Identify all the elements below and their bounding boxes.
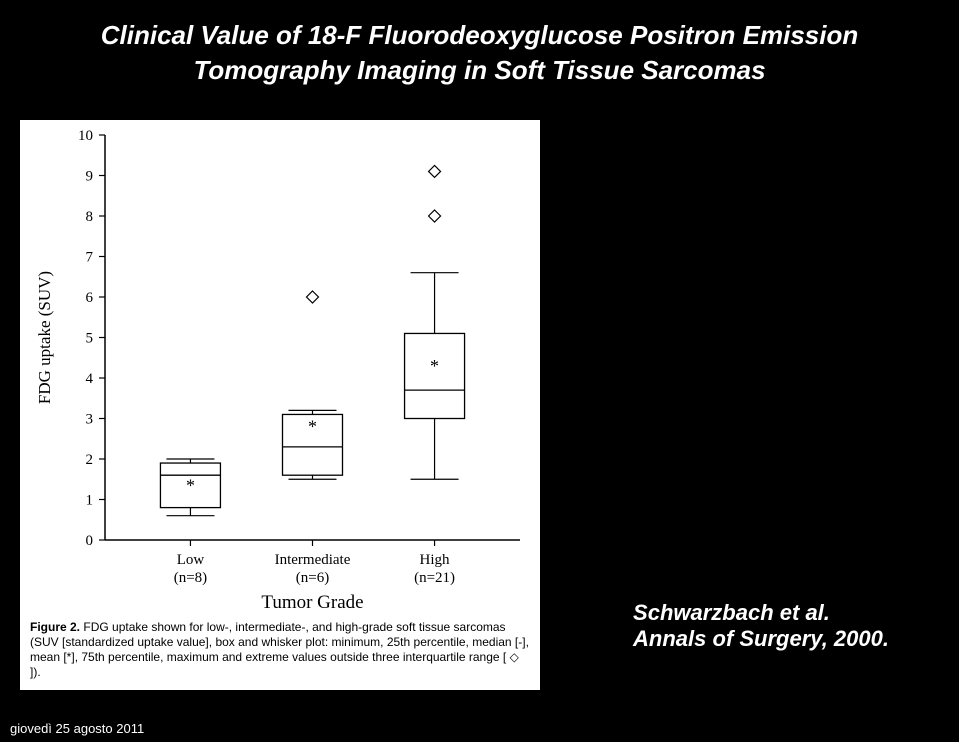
svg-text:(n=6): (n=6) bbox=[296, 570, 329, 586]
svg-text:*: * bbox=[308, 417, 317, 437]
svg-text:FDG uptake (SUV): FDG uptake (SUV) bbox=[35, 271, 54, 404]
svg-text:3: 3 bbox=[86, 412, 94, 428]
svg-text:6: 6 bbox=[86, 290, 94, 306]
reference-author: Schwarzbach et al. bbox=[633, 600, 889, 626]
title-line1: Clinical Value of 18-F Fluorodeoxyglucos… bbox=[0, 18, 959, 53]
svg-text:(n=8): (n=8) bbox=[174, 570, 207, 586]
reference-block: Schwarzbach et al. Annals of Surgery, 20… bbox=[633, 600, 889, 652]
figure-caption-lead: Figure 2. bbox=[30, 620, 80, 634]
svg-text:High: High bbox=[420, 552, 451, 568]
svg-text:Tumor Grade: Tumor Grade bbox=[261, 592, 363, 613]
footer-date: giovedì 25 agosto 2011 bbox=[10, 721, 144, 736]
svg-text:7: 7 bbox=[86, 250, 94, 266]
svg-text:4: 4 bbox=[86, 371, 94, 387]
svg-text:8: 8 bbox=[86, 209, 94, 225]
figure-caption: Figure 2. FDG uptake shown for low-, int… bbox=[30, 620, 530, 680]
svg-text:9: 9 bbox=[86, 169, 94, 185]
svg-text:*: * bbox=[186, 475, 195, 495]
reference-journal: Annals of Surgery, 2000. bbox=[633, 626, 889, 652]
slide-title: Clinical Value of 18-F Fluorodeoxyglucos… bbox=[0, 0, 959, 88]
svg-text:Low: Low bbox=[177, 552, 205, 568]
svg-text:1: 1 bbox=[86, 493, 94, 509]
svg-text:2: 2 bbox=[86, 452, 94, 468]
chart-panel: 0 1 2 3 4 5 6 7 8 9 10 FDG uptake (SUV) * Low (n=8) * In… bbox=[20, 120, 540, 690]
boxplot-chart: 0 1 2 3 4 5 6 7 8 9 10 FDG uptake (SUV) * Low (n=8) * In… bbox=[20, 120, 540, 690]
svg-text:0: 0 bbox=[86, 533, 94, 549]
svg-text:*: * bbox=[430, 356, 439, 376]
title-line2: Tomography Imaging in Soft Tissue Sarcom… bbox=[0, 53, 959, 88]
figure-caption-body: FDG uptake shown for low-, intermediate-… bbox=[30, 620, 529, 679]
svg-text:5: 5 bbox=[86, 331, 94, 347]
svg-text:10: 10 bbox=[78, 128, 93, 144]
svg-text:(n=21): (n=21) bbox=[414, 570, 455, 586]
svg-text:Intermediate: Intermediate bbox=[275, 552, 351, 568]
